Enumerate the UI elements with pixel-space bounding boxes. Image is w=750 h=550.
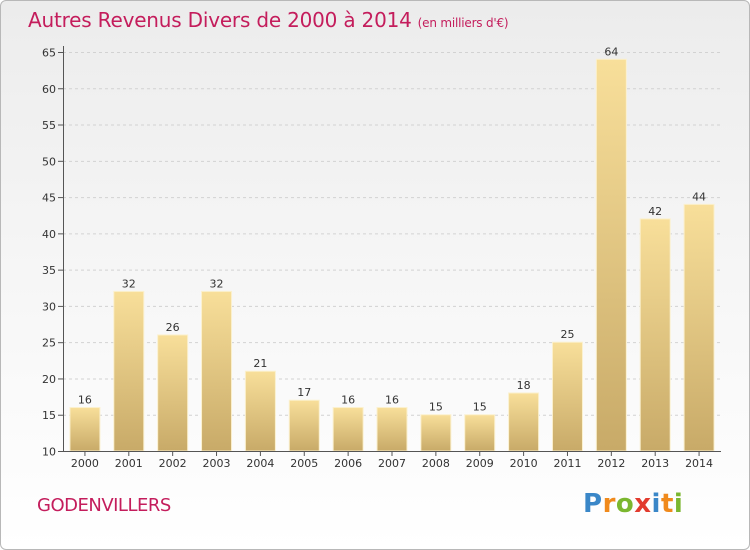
x-tick-label: 2012 [597,457,625,470]
logo-letter: r [602,489,616,519]
chart-subtitle: (en milliers d'€) [417,16,509,30]
data-label-2010: 18 [517,379,531,392]
x-tick-label: 2009 [466,457,494,470]
data-label-2012: 64 [604,45,618,58]
y-tick-label: 15 [42,409,56,422]
bar-2004 [244,370,276,452]
data-label-2014: 44 [692,190,706,203]
x-tick-label: 2006 [334,457,362,470]
x-tick-label: 2004 [246,457,274,470]
bars [69,58,715,452]
data-label-2011: 25 [560,328,574,341]
data-label-2005: 17 [297,386,311,399]
bar-2012 [595,58,627,452]
y-tick-label: 60 [42,83,56,96]
bar-2014 [683,203,715,452]
data-labels: 16 32 26 32 21 17 16 16 15 15 18 25 64 42 44 [78,45,706,413]
bar-2006 [332,406,364,452]
bar-2005 [288,399,320,452]
x-tick-label: 2011 [553,457,581,470]
bar-2002 [157,334,189,452]
logo-letter: t [660,489,674,519]
chart-title-text: Autres Revenus Divers de 2000 à 2014 [28,8,412,32]
bar-2007 [376,406,408,452]
y-tick-label: 55 [42,119,56,132]
x-tick-label: 2003 [203,457,231,470]
data-label-2009: 15 [473,401,487,414]
data-label-2000: 16 [78,393,92,406]
data-label-2003: 32 [210,277,224,290]
bar-2011 [551,341,583,452]
axes: 10 15 20 25 30 35 40 45 50 55 60 65 2000 2001 2002 2003… [42,46,721,470]
y-tick-label: 50 [42,155,56,168]
data-label-2004: 21 [253,357,267,370]
location-name: GODENVILLERS [37,495,171,516]
x-tick-label: 2007 [378,457,406,470]
y-tick-label: 30 [42,300,56,313]
y-tick-label: 10 [42,446,56,459]
x-tick-label: 2005 [290,457,318,470]
chart-title: Autres Revenus Divers de 2000 à 2014 (en … [28,8,509,32]
logo-letter: x [634,489,652,519]
x-tick-label: 2001 [115,457,143,470]
bar-2008 [420,414,452,452]
data-label-2008: 15 [429,401,443,414]
data-label-2001: 32 [122,277,136,290]
x-tick-label: 2010 [510,457,538,470]
data-label-2013: 42 [648,205,662,218]
bar-2013 [639,218,671,452]
x-tick-label: 2008 [422,457,450,470]
x-tick-label: 2002 [159,457,187,470]
data-label-2007: 16 [385,393,399,406]
bar-2009 [464,414,496,452]
bar-2001 [113,290,145,452]
y-tick-label: 35 [42,264,56,277]
x-tick-label: 2000 [71,457,99,470]
bar-2000 [69,406,101,452]
x-tick-label: 2014 [685,457,713,470]
y-tick-label: 45 [42,192,56,205]
logo-letter: i [673,489,684,519]
x-tick-label: 2013 [641,457,669,470]
data-label-2002: 26 [166,321,180,334]
y-tick-label: 40 [42,228,56,241]
y-tick-label: 20 [42,373,56,386]
logo-letter: o [615,489,635,519]
y-tick-label: 25 [42,337,56,350]
bar-2010 [508,392,540,452]
data-label-2006: 16 [341,393,355,406]
logo-letter: i [651,489,661,519]
proxiti-logo: Proxiti [583,489,683,519]
bar-2003 [201,290,233,452]
y-tick-label: 65 [42,47,56,60]
logo-letter: P [583,489,603,519]
